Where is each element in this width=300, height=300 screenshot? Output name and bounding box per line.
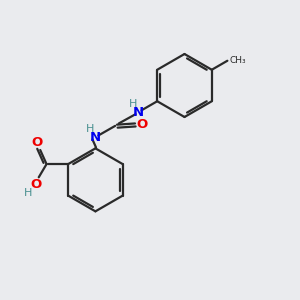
Text: N: N [90, 131, 101, 144]
Text: CH₃: CH₃ [230, 56, 246, 64]
Text: O: O [136, 118, 147, 131]
Text: H: H [24, 188, 33, 198]
Text: O: O [31, 178, 42, 191]
Text: O: O [31, 136, 42, 149]
Text: N: N [133, 106, 144, 118]
Text: H: H [129, 99, 137, 109]
Text: H: H [86, 124, 94, 134]
